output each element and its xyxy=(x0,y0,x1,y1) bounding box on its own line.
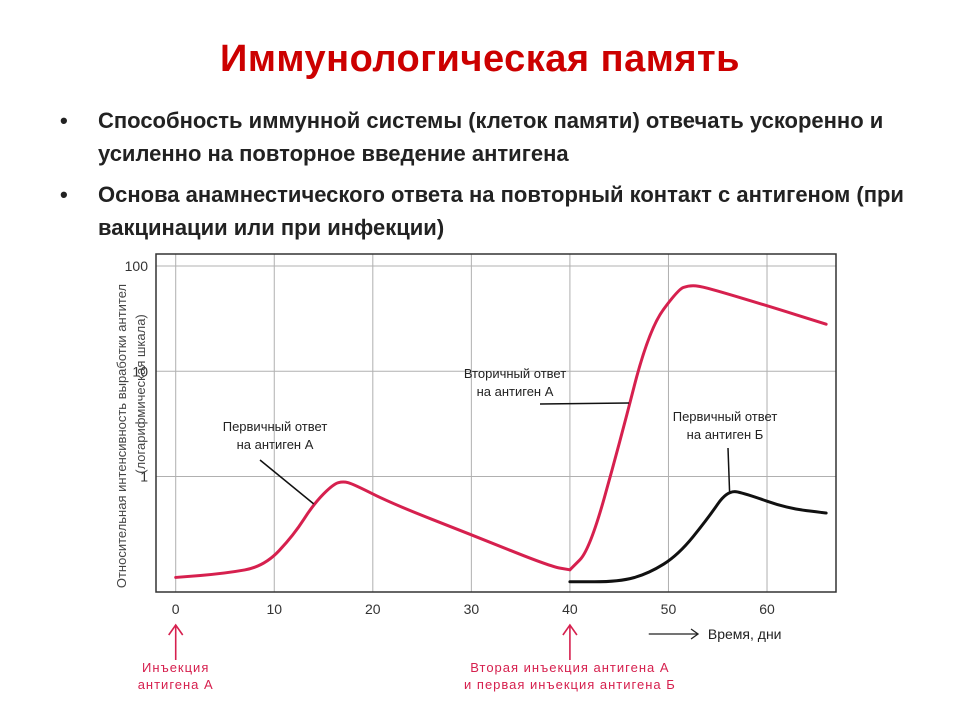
x-axis-label: Время, дни xyxy=(648,626,782,642)
bullet-text: Основа анамнестического ответа на повтор… xyxy=(98,182,904,240)
injection-label: Вторая инъекция антигена А xyxy=(470,660,669,675)
grid xyxy=(156,254,836,592)
series-labels: Первичный ответ на антиген А Вторичный отв… xyxy=(223,366,778,505)
bullet-dot-icon: • xyxy=(60,108,68,133)
leader-line xyxy=(727,447,731,492)
series-label: Первичный ответ xyxy=(673,409,778,424)
x-tick-label: 40 xyxy=(562,601,578,617)
series-label: Вторичный ответ xyxy=(464,366,566,381)
annotations: Инъекция антигена А Вторая инъекция антиге… xyxy=(138,623,676,692)
injection-label: антигена А xyxy=(138,677,214,692)
slide-title: Иммунологическая память xyxy=(220,38,740,80)
series-label: на антиген Б xyxy=(687,427,764,442)
bullet-dot-icon: • xyxy=(60,182,68,207)
y-tick-label: 1 xyxy=(140,469,148,485)
series-label: на антиген А xyxy=(237,437,314,452)
injection-arrow-head xyxy=(562,623,578,636)
x-tick-label: 50 xyxy=(661,601,677,617)
x-tick-label: 10 xyxy=(266,601,282,617)
injection-label: и первая инъекция антигена Б xyxy=(464,677,676,692)
series-line xyxy=(568,490,828,584)
x-tick-label: 30 xyxy=(464,601,480,617)
bullet-item: • Основа анамнестического ответа на повт… xyxy=(60,178,920,244)
injection-arrow-head xyxy=(168,623,184,636)
y-tick-label: 10 xyxy=(132,363,148,379)
leader-line xyxy=(259,459,315,505)
x-tick-label: 20 xyxy=(365,601,381,617)
series-line xyxy=(174,480,572,579)
series-label: на антиген А xyxy=(477,384,554,399)
x-tick-label: 0 xyxy=(172,601,180,617)
series-line xyxy=(568,284,828,572)
injection-label: Инъекция xyxy=(142,660,209,675)
antibody-response-chart: 0 10 20 30 40 50 60 100 10 1 Первичный ответ на ан… xyxy=(114,253,837,692)
bullet-text: Способность иммунной системы (клеток пам… xyxy=(98,108,884,166)
chart-container: 0 10 20 30 40 50 60 100 10 1 Первичный ответ на ан… xyxy=(0,246,960,720)
tick-labels: 0 10 20 30 40 50 60 100 10 1 xyxy=(125,258,775,617)
plot-frame xyxy=(155,253,837,593)
series-label: Первичный ответ xyxy=(223,419,328,434)
x-axis-label-text: Время, дни xyxy=(708,626,782,642)
series xyxy=(174,284,828,584)
y-axis-label-scale: (логарифмическая шкала) xyxy=(133,314,148,474)
x-axis-arrow-head xyxy=(690,628,700,640)
y-axis-label: Относительная интенсивность выработки ан… xyxy=(114,284,129,588)
bullet-list: • Способность иммунной системы (клеток п… xyxy=(60,104,920,252)
y-tick-label: 100 xyxy=(125,258,149,274)
x-tick-label: 60 xyxy=(759,601,775,617)
leader-line xyxy=(539,402,630,405)
bullet-item: • Способность иммунной системы (клеток п… xyxy=(60,104,920,170)
